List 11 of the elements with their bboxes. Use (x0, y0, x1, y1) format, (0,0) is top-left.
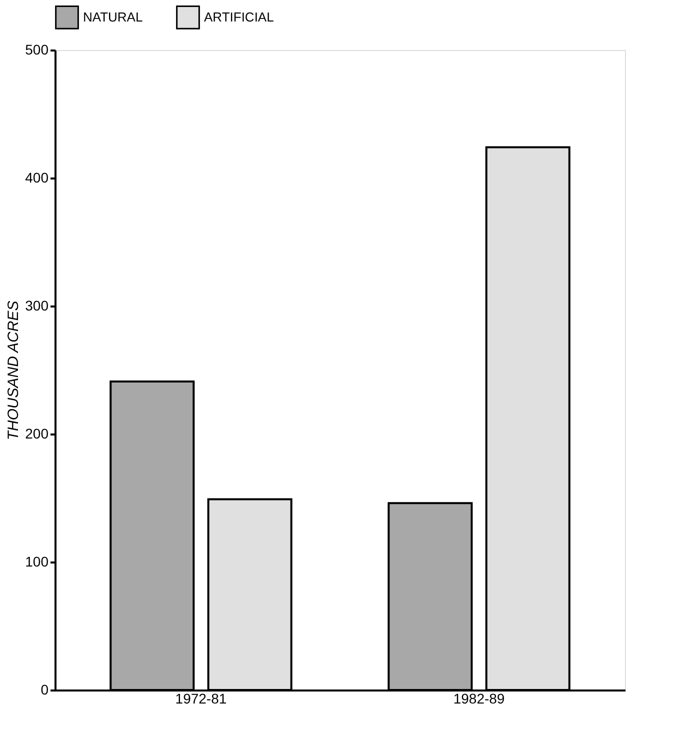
legend-label: ARTIFICIAL (204, 9, 274, 24)
y-tick-label: 400 (25, 170, 49, 186)
y-tick-label: 100 (25, 554, 49, 570)
y-tick-label: 300 (25, 298, 49, 314)
y-tick-label: 500 (25, 42, 49, 58)
y-tick-label: 200 (25, 426, 49, 442)
legend-label: NATURAL (83, 9, 143, 24)
x-tick-label: 1972-81 (175, 690, 227, 706)
x-tick-label: 1982-89 (453, 690, 505, 706)
y-tick-label: 0 (40, 682, 49, 698)
y-axis-title: THOUSAND ACRES (5, 300, 22, 440)
